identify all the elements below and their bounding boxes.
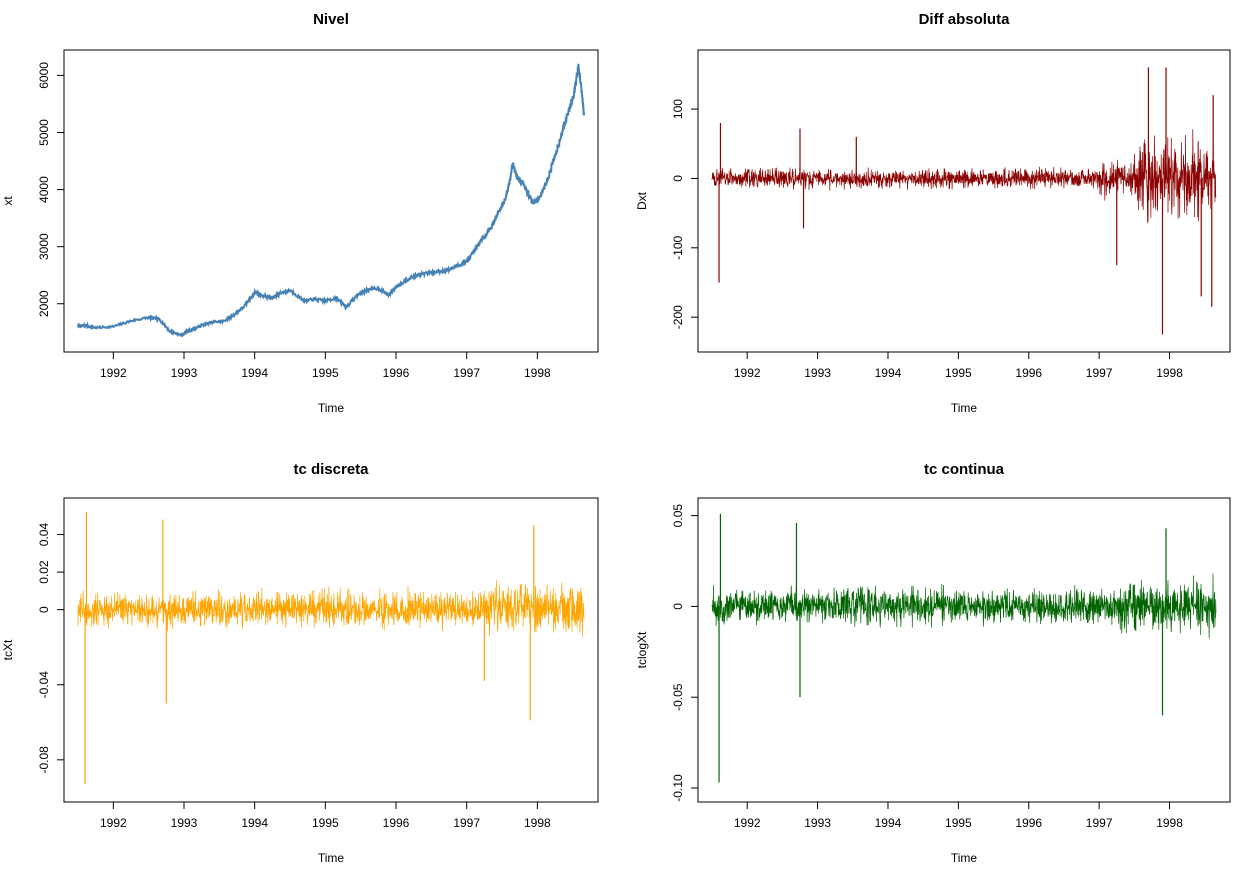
- x-tick-label: 1998: [524, 816, 551, 830]
- plot-frame: [63, 49, 599, 353]
- panel-title: tc continua: [924, 461, 1005, 478]
- x-tick-label: 1995: [312, 816, 339, 830]
- y-tick-label: 4000: [37, 176, 51, 203]
- x-axis-label: Time: [318, 851, 345, 865]
- y-tick-label: 100: [671, 99, 685, 119]
- y-tick-label: 0: [37, 606, 51, 613]
- panel-title: Diff absoluta: [919, 11, 1010, 28]
- y-tick-label: -0.04: [37, 671, 51, 699]
- x-tick-label: 1996: [383, 366, 410, 380]
- series-line: [711, 129, 1217, 224]
- series-line: [711, 573, 1217, 639]
- x-tick-label: 1993: [171, 816, 198, 830]
- y-axis-label: tclogXt: [635, 631, 649, 668]
- y-tick-label: 3000: [37, 233, 51, 260]
- panel-title: tc discreta: [293, 461, 369, 478]
- x-tick-label: 1996: [1015, 366, 1042, 380]
- y-tick-label: -0.08: [37, 746, 51, 774]
- x-tick-label: 1992: [734, 366, 761, 380]
- y-tick-label: -0.10: [671, 774, 685, 802]
- panel-title: Nivel: [313, 11, 349, 28]
- x-tick-label: 1992: [734, 816, 761, 830]
- y-tick-label: 2000: [37, 290, 51, 317]
- panel-nivel: Nivel Time xt 1992 1993 1994 1995 1996 1997 1998 2…: [1, 11, 599, 415]
- x-axis-label: Time: [951, 401, 978, 415]
- y-axis-label: tcXt: [1, 639, 15, 660]
- series-line: [77, 63, 585, 338]
- panel-diff: Diff absoluta Time Dxt 1992 1993 1994 1995 1996…: [635, 11, 1231, 415]
- x-tick-label: 1995: [945, 366, 972, 380]
- x-tick-label: 1996: [1015, 816, 1042, 830]
- x-tick-label: 1992: [100, 816, 127, 830]
- x-tick-label: 1995: [312, 366, 339, 380]
- y-tick-label: -0.05: [671, 683, 685, 711]
- y-tick-label: 0.05: [671, 504, 685, 528]
- x-tick-label: 1994: [241, 816, 268, 830]
- x-tick-label: 1998: [1156, 366, 1183, 380]
- y-tick-label: 5000: [37, 119, 51, 146]
- panel-tc-continua: tc continua Time tclogXt 1992 1993 1994 1995 19…: [635, 461, 1231, 865]
- x-tick-label: 1992: [100, 366, 127, 380]
- x-tick-label: 1994: [241, 366, 268, 380]
- x-axis-label: Time: [951, 851, 978, 865]
- x-tick-label: 1994: [875, 366, 902, 380]
- y-axis-label: Dxt: [635, 191, 649, 210]
- x-tick-label: 1993: [804, 366, 831, 380]
- x-tick-label: 1997: [453, 366, 480, 380]
- y-tick-label: 0: [671, 603, 685, 610]
- y-tick-label: 6000: [37, 62, 51, 89]
- x-tick-label: 1993: [171, 366, 198, 380]
- x-axis-label: Time: [318, 401, 345, 415]
- x-tick-label: 1998: [1156, 816, 1183, 830]
- y-tick-label: -100: [671, 235, 685, 259]
- x-tick-label: 1993: [804, 816, 831, 830]
- plot-frame: [63, 497, 599, 803]
- x-tick-label: 1997: [1086, 366, 1113, 380]
- series-line: [77, 580, 585, 637]
- y-tick-label: -200: [671, 305, 685, 329]
- x-tick-label: 1995: [945, 816, 972, 830]
- x-tick-label: 1994: [875, 816, 902, 830]
- panel-tc-discreta: tc discreta Time tcXt 1992 1993 1994 1995 1996 1…: [1, 461, 599, 865]
- plot-frame: [697, 497, 1231, 803]
- y-axis-label: xt: [1, 196, 15, 206]
- x-tick-label: 1996: [383, 816, 410, 830]
- x-tick-label: 1997: [1086, 816, 1113, 830]
- plot-frame: [697, 49, 1231, 353]
- x-tick-label: 1998: [524, 366, 551, 380]
- y-tick-label: 0: [671, 175, 685, 182]
- y-tick-label: 0.04: [37, 523, 51, 547]
- y-tick-label: 0.02: [37, 560, 51, 584]
- x-tick-label: 1997: [453, 816, 480, 830]
